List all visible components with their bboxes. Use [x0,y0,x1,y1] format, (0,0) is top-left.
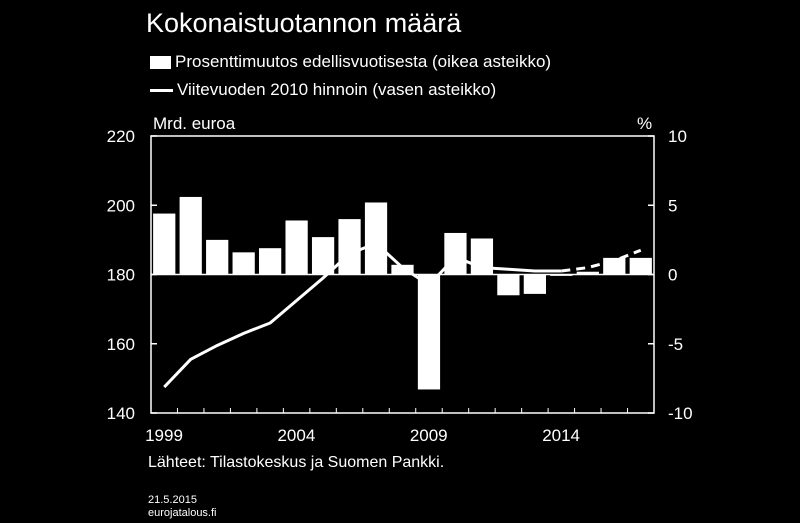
left-axis-tick-label: 200 [107,196,135,215]
right-axis-tick-label: 0 [668,266,677,285]
left-axis-tick-label: 140 [107,404,135,423]
left-axis-tick-label: 180 [107,266,135,285]
bar-2000 [179,196,202,275]
source-note: Lähteet: Tilastokeskus ja Suomen Pankki. [148,454,445,471]
bar-2008 [391,264,414,275]
right-axis-tick-label: 10 [668,127,687,146]
bar-2010 [444,232,467,275]
legend-bars-label: Prosenttimuutos edellisvuotisesta (oikea… [175,52,552,71]
x-axis-tick-label: 1999 [145,426,183,445]
bar-1999 [153,213,176,275]
bar-2002 [232,252,255,275]
bar-2003 [259,248,282,275]
bar-2009 [417,274,441,390]
date-note: 21.5.2015 [148,494,197,506]
right-axis-tick-label: -10 [668,404,693,423]
bar-2007 [364,202,388,275]
x-axis-tick-label: 2014 [542,426,580,445]
legend-bar-swatch [150,55,171,69]
line-series-projection [561,248,642,273]
bar-2005 [311,237,335,275]
x-axis-tick-label: 2004 [277,426,315,445]
right-axis-unit: % [637,114,653,133]
chart-title: Kokonaistuotannon määrä [146,8,462,38]
right-axis-tick-label: 5 [668,196,677,215]
bar-2016 [603,257,626,275]
bar-2004 [285,220,308,275]
legend-item-bars: Prosenttimuutos edellisvuotisesta (oikea… [150,52,551,72]
x-axis-tick-label: 2009 [410,426,448,445]
bar-2006 [338,219,361,275]
right-axis-tick-label: -5 [668,335,683,354]
left-axis-tick-label: 220 [107,127,135,146]
bar-2015 [576,271,599,275]
line-series-actual [163,241,562,389]
bar-2017 [629,257,652,275]
bar-2012 [497,274,520,296]
left-axis-tick-label: 160 [107,335,135,354]
legend-line-label: Viitevuoden 2010 hinnoin (vasen asteikko… [177,80,497,99]
site-note: eurojatalous.fi [148,507,217,519]
legend-item-line: Viitevuoden 2010 hinnoin (vasen asteikko… [150,80,496,100]
left-axis-unit: Mrd. euroa [153,114,236,133]
bar-2013 [523,274,546,294]
bar-2001 [206,239,229,275]
legend-line-swatch [150,88,173,92]
bar-2014 [550,274,573,276]
